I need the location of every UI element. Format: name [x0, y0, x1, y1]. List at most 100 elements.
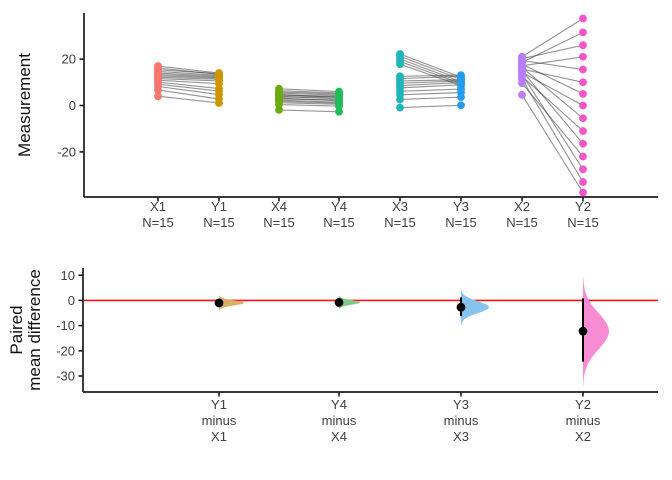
pair-line	[278, 98, 340, 101]
data-point-Y2	[579, 139, 587, 148]
data-point-X4	[275, 106, 283, 114]
data-point-Y2	[579, 52, 587, 61]
pair-line	[278, 94, 340, 97]
data-point-Y2	[579, 127, 587, 135]
group-label: X3	[392, 199, 408, 214]
pair-line	[278, 91, 340, 95]
comparison-label-line: X2	[575, 429, 591, 444]
pair-line	[157, 75, 220, 79]
data-point-Y2	[579, 65, 587, 74]
group-label: Y2	[575, 199, 591, 214]
pair-line	[278, 90, 340, 94]
comparison-label-line: minus	[444, 413, 479, 428]
pair-line	[521, 18, 584, 58]
pair-line	[157, 89, 220, 100]
pair-line	[521, 68, 584, 83]
group-label: Y4	[331, 199, 347, 214]
data-point-Y2	[579, 165, 587, 174]
pair-line	[157, 73, 220, 78]
data-point-X1	[154, 92, 162, 101]
group-label: X4	[271, 199, 287, 214]
y-tick-label: 0	[69, 98, 76, 113]
data-point-Y2	[579, 178, 587, 186]
pair-line	[399, 91, 462, 96]
y-tick-label: -20	[57, 144, 76, 159]
pair-line	[399, 80, 462, 84]
pair-line	[278, 103, 340, 107]
group-n-label: N=15	[263, 215, 294, 230]
pair-line	[157, 83, 220, 92]
pair-line	[157, 72, 220, 77]
data-point-Y2	[579, 78, 587, 87]
data-point-Y1	[215, 99, 223, 107]
comparison-label-line: minus	[202, 413, 237, 428]
pair-line	[399, 88, 462, 92]
comparison-label-line: X1	[211, 429, 227, 444]
y-tick-label: -30	[56, 369, 75, 384]
y-tick-label: 0	[68, 293, 75, 308]
pair-line	[521, 82, 584, 157]
group-n-label: N=15	[142, 215, 173, 230]
data-point-Y2	[579, 41, 587, 50]
y-tick-label: -10	[56, 318, 75, 333]
pair-line	[521, 94, 584, 193]
y-axis-title-line: mean difference	[25, 269, 44, 391]
pair-line	[278, 92, 340, 96]
group-n-label: N=15	[323, 215, 354, 230]
data-point-X1	[154, 86, 162, 94]
data-point-X3	[396, 60, 404, 69]
mean-difference-dot	[456, 302, 466, 312]
difference-violin	[339, 295, 360, 310]
pair-line	[399, 96, 462, 101]
pair-line	[278, 109, 340, 113]
group-label: Y3	[453, 199, 469, 214]
group-n-label: N=15	[506, 215, 537, 230]
pair-line	[278, 99, 340, 103]
pair-line	[157, 78, 220, 82]
pair-line	[521, 31, 584, 63]
data-point-X3	[396, 103, 404, 112]
difference-violin	[461, 289, 489, 326]
pair-line	[521, 67, 584, 119]
comparison-label-line: Y2	[575, 397, 591, 412]
group-n-label: N=15	[384, 215, 415, 230]
pair-line	[521, 71, 584, 107]
group-n-label: N=15	[567, 215, 598, 230]
mean-difference-dot	[214, 298, 224, 308]
pair-line	[157, 85, 220, 96]
data-point-Y4	[335, 102, 343, 111]
data-point-Y2	[579, 90, 587, 98]
data-point-Y3	[457, 101, 465, 110]
pair-line	[278, 88, 340, 93]
pair-line	[157, 70, 220, 76]
data-point-Y2	[579, 28, 587, 37]
data-point-Y2	[579, 152, 587, 161]
pair-line	[399, 53, 462, 78]
group-label: Y1	[211, 199, 227, 214]
group-n-label: N=15	[203, 215, 234, 230]
data-point-Y2	[579, 101, 587, 110]
data-point-Y2	[579, 188, 587, 197]
pair-line	[157, 95, 220, 104]
y-tick-label: 10	[61, 268, 75, 283]
pair-line	[521, 56, 584, 67]
comparison-label-line: Y3	[453, 397, 469, 412]
pair-line	[278, 100, 340, 104]
data-point-X3	[396, 95, 404, 104]
comparison-label-line: minus	[566, 413, 601, 428]
pair-line	[521, 75, 584, 132]
pair-line	[399, 104, 462, 109]
data-point-X2	[518, 79, 526, 88]
group-label: X1	[150, 199, 166, 214]
pair-line	[399, 74, 462, 77]
pair-line	[521, 44, 584, 60]
pair-line	[157, 79, 220, 85]
y-axis-title-line: Paired	[7, 305, 26, 354]
difference-violin	[219, 295, 244, 311]
pair-line	[521, 59, 584, 71]
comparison-label-line: X3	[453, 429, 469, 444]
comparison-label-line: X4	[331, 429, 347, 444]
